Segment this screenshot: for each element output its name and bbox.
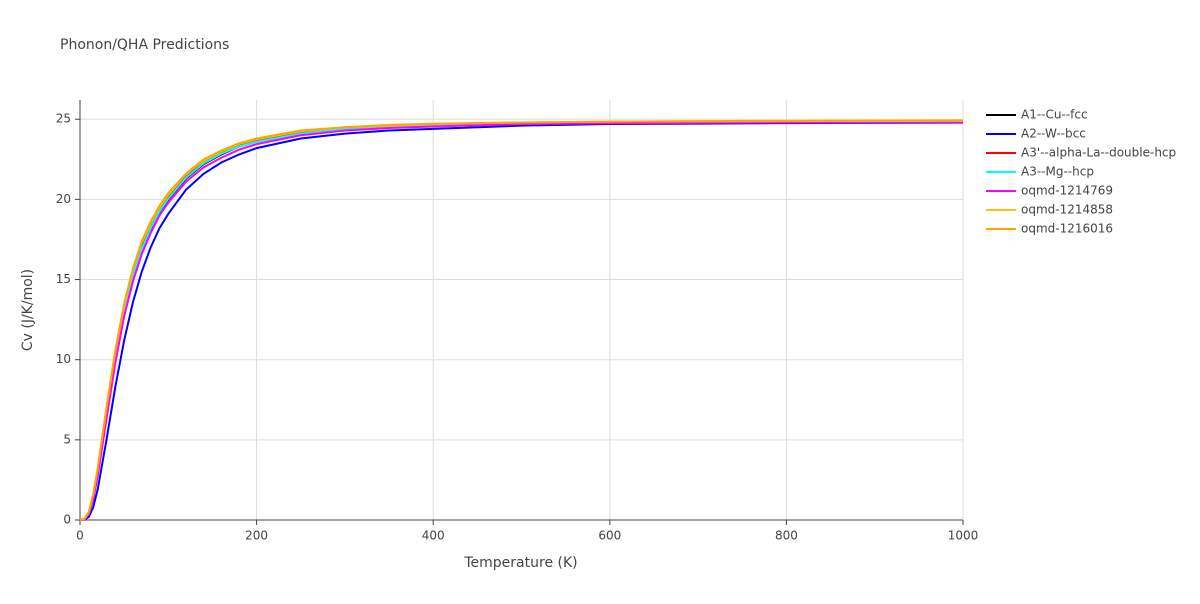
legend-label: A2--W--bcc (1021, 127, 1086, 141)
y-axis-title: Cv (J/K/mol) (20, 269, 36, 351)
series-line (79, 119, 964, 521)
y-tick-label: 10 (56, 352, 71, 366)
y-tick-label: 15 (56, 272, 71, 286)
x-tick-label: 200 (245, 529, 268, 543)
legend-label: A3'--alpha-La--double-hcp (1021, 146, 1176, 160)
series-line (79, 120, 964, 521)
y-tick-label: 20 (56, 192, 71, 206)
chart-title: Phonon/QHA Predictions (60, 37, 229, 53)
series-line (79, 121, 964, 521)
x-axis-title: Temperature (K) (463, 555, 577, 571)
x-tick-label: 0 (76, 529, 84, 543)
series-line (79, 120, 964, 521)
series-line (79, 119, 964, 521)
series-line (79, 121, 964, 521)
x-tick-label: 800 (775, 529, 798, 543)
series-line (79, 120, 964, 521)
x-tick-label: 400 (422, 529, 445, 543)
y-tick-label: 0 (63, 513, 71, 527)
legend-label: oqmd-1214769 (1021, 184, 1113, 198)
legend-label: A3--Mg--hcp (1021, 165, 1094, 179)
legend-label: oqmd-1216016 (1021, 222, 1113, 236)
legend-label: oqmd-1214858 (1021, 203, 1113, 217)
legend-label: A1--Cu--fcc (1021, 108, 1088, 122)
y-tick-label: 5 (63, 432, 71, 446)
x-tick-label: 600 (598, 529, 621, 543)
y-tick-label: 25 (56, 112, 71, 126)
x-tick-label: 1000 (948, 529, 979, 543)
